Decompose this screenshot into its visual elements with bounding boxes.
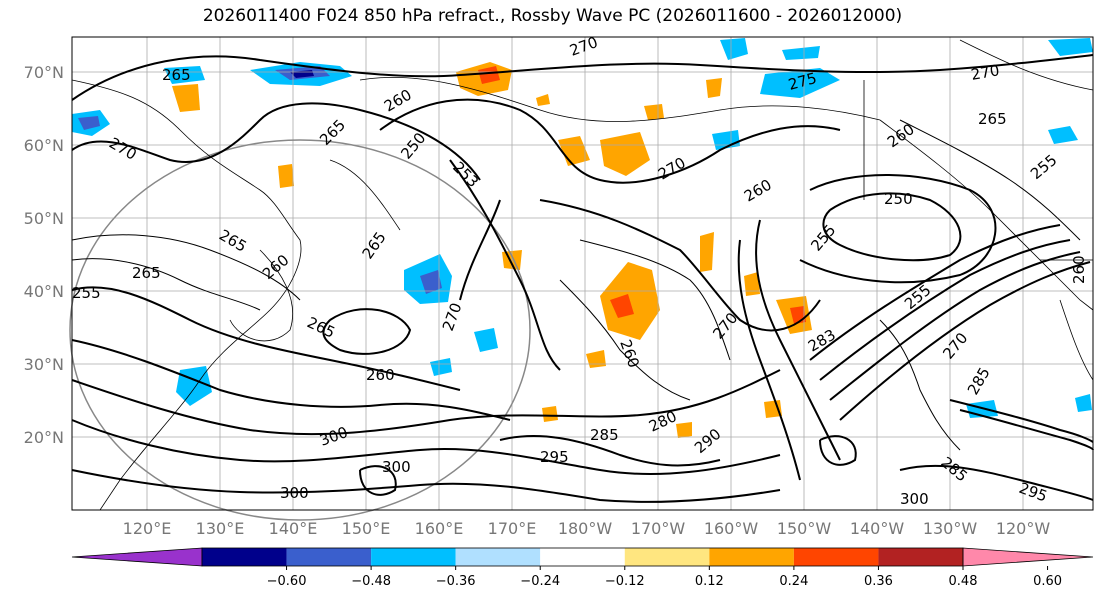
- neg-patch: [1048, 126, 1078, 144]
- colorbar-segment: [540, 548, 625, 566]
- lon-label: 170°E: [488, 519, 537, 538]
- contour-label: 300: [900, 490, 929, 508]
- contour-label: 265: [162, 66, 191, 84]
- lon-label: 170°W: [631, 519, 686, 538]
- contour-label: 255: [72, 284, 101, 302]
- lon-label: 150°E: [342, 519, 391, 538]
- lat-label: 20°N: [24, 428, 64, 447]
- colorbar-segment: [624, 548, 710, 566]
- colorbar-tick-label: 0.24: [779, 574, 808, 589]
- colorbar-tick-label: 0.12: [695, 574, 724, 589]
- contour-label: 265: [978, 110, 1007, 128]
- colorbar-segment: [793, 548, 879, 566]
- lon-label: 120°W: [996, 519, 1051, 538]
- graticule: [72, 37, 1093, 510]
- colorbar-tick-label: 0.48: [949, 574, 978, 589]
- contour-label: 260: [366, 366, 395, 384]
- neg-patch-core: [78, 116, 100, 130]
- contour-label: 285: [590, 426, 619, 444]
- lon-label: 150°W: [777, 519, 832, 538]
- lon-label: 130°W: [923, 519, 978, 538]
- contour-label: 260: [1070, 255, 1088, 284]
- colorbar-extend-low: [71, 547, 203, 567]
- neg-patch: [474, 328, 498, 352]
- contour-lines-thin: [71, 119, 1081, 451]
- neg-patch: [164, 66, 205, 84]
- latitude-labels: 70°N 60°N 50°N 40°N 30°N 20°N: [24, 63, 64, 447]
- colorbar-tick-label: −0.48: [351, 574, 391, 589]
- lat-label: 40°N: [24, 282, 64, 301]
- pos-patch: [278, 164, 294, 188]
- longitude-labels: 120°E 130°E 140°E 150°E 160°E 170°E 180°…: [123, 519, 1051, 538]
- lon-label: 160°E: [415, 519, 464, 538]
- neg-patch: [430, 358, 452, 376]
- pos-patch: [586, 350, 606, 368]
- contour-lines: [71, 54, 1094, 503]
- lat-label: 60°N: [24, 136, 64, 155]
- neg-patch: [1075, 394, 1092, 412]
- pos-patch: [706, 78, 722, 98]
- pos-patch: [558, 136, 590, 166]
- contour-label: 300: [280, 484, 309, 502]
- lat-label: 70°N: [24, 63, 64, 82]
- neg-patch-core: [420, 270, 442, 294]
- lon-label: 120°E: [123, 519, 172, 538]
- colorbar-tick-label: −0.60: [267, 574, 307, 589]
- neg-patch: [760, 68, 840, 98]
- pos-patch: [644, 104, 664, 120]
- pos-patch-core: [610, 294, 634, 318]
- colorbar-tick-label: −0.24: [520, 574, 560, 589]
- lon-label: 140°W: [850, 519, 905, 538]
- neg-patch: [782, 46, 820, 60]
- contour-label: 270: [970, 61, 1001, 84]
- neg-patch: [720, 38, 748, 60]
- colorbar-tick-label: −0.12: [605, 574, 645, 589]
- pos-patch: [536, 94, 550, 106]
- colorbar-segment: [371, 548, 456, 566]
- colorbar-extend-high: [962, 547, 1094, 567]
- pos-patch-core: [478, 66, 500, 84]
- neg-patch: [1048, 38, 1093, 56]
- colorbar-border: [201, 547, 964, 567]
- shaded-anomalies: [72, 38, 1093, 438]
- contour-label: 250: [884, 190, 913, 208]
- map-background: [72, 37, 1093, 510]
- pos-patch: [764, 400, 782, 418]
- contour-label: 300: [382, 458, 411, 476]
- contour-label: 295: [540, 448, 569, 466]
- colorbar-tick-label: 0.36: [864, 574, 893, 589]
- lon-label: 130°E: [196, 519, 245, 538]
- pos-patch: [172, 84, 200, 112]
- lat-label: 30°N: [24, 355, 64, 374]
- map-frame: [71, 36, 1094, 511]
- colorbar-segment: [202, 548, 287, 566]
- colorbar-segment: [455, 548, 541, 566]
- colorbar-segment: [709, 548, 794, 566]
- pos-patch: [542, 406, 558, 422]
- lon-label: 140°E: [269, 519, 318, 538]
- pos-patch: [600, 132, 650, 176]
- lon-label: 160°W: [704, 519, 759, 538]
- map-title: 2026011400 F024 850 hPa refract., Rossby…: [202, 6, 903, 26]
- pos-patch: [700, 232, 714, 272]
- pos-patch: [744, 272, 760, 296]
- lat-label: 50°N: [24, 209, 64, 228]
- lon-label: 180°W: [558, 519, 613, 538]
- colorbar-segment: [878, 548, 963, 566]
- contour-label: 265: [132, 264, 161, 282]
- colorbar-segment: [286, 548, 372, 566]
- colorbar: −0.60 −0.48 −0.36 −0.24 −0.12 0.12 0.24 0.36 0.4…: [71, 547, 1094, 589]
- region-circle: [69, 139, 531, 521]
- colorbar-tick-label: 0.60: [1033, 574, 1062, 589]
- pos-patch: [676, 422, 692, 438]
- colorbar-tick-label: −0.36: [436, 574, 476, 589]
